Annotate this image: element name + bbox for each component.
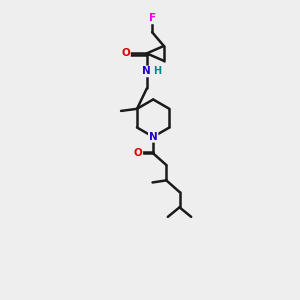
Text: O: O: [121, 48, 130, 59]
Text: N: N: [142, 66, 151, 76]
Text: N: N: [149, 132, 158, 142]
Text: H: H: [153, 66, 161, 76]
Text: F: F: [148, 14, 156, 23]
Text: O: O: [134, 148, 142, 158]
